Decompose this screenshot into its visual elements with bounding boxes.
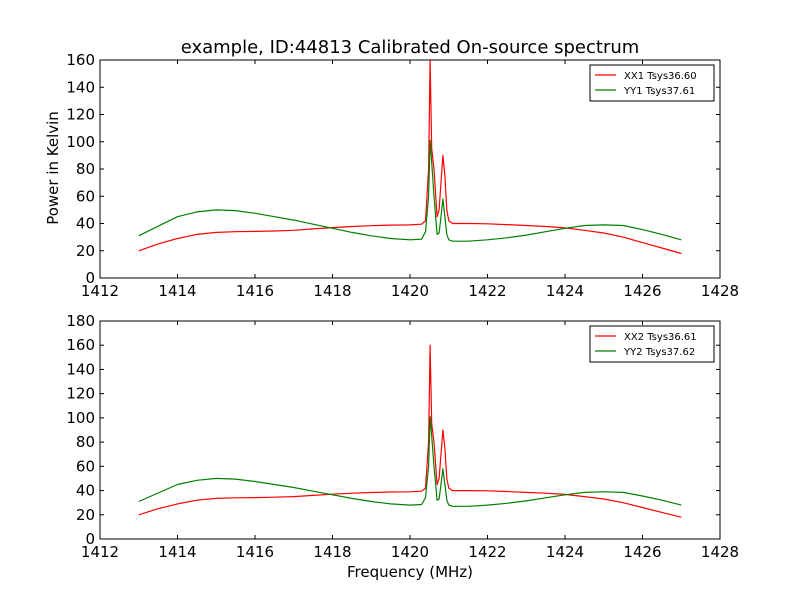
y-tick-label: 40: [76, 215, 95, 233]
legend-entry: YY1 Tsys37.61: [623, 86, 695, 97]
y-tick-label: 160: [66, 336, 95, 354]
x-tick-label: 1418: [313, 543, 351, 561]
legend-box: [589, 325, 715, 363]
y-tick-label: 20: [76, 242, 95, 260]
series-line-xx1: [138, 59, 682, 255]
y-tick-label: 140: [66, 78, 95, 96]
y-tick-label: 120: [66, 106, 95, 124]
y-tick-label: 20: [76, 506, 95, 524]
x-tick-label: 1428: [701, 282, 739, 300]
chart-title: example, ID:44813 Calibrated On-source s…: [181, 37, 640, 58]
x-tick-label: 1412: [81, 543, 119, 561]
x-tick-label: 1412: [81, 282, 119, 300]
legend-entry: XX1 Tsys36.60: [624, 71, 697, 82]
x-tick-label: 1418: [313, 282, 351, 300]
x-tick-label: 1426: [623, 543, 661, 561]
series-line-yy2: [138, 416, 682, 507]
y-axis-label: Power in Kelvin: [44, 111, 62, 225]
y-tick-label: 0: [85, 530, 95, 548]
legend: XX1 Tsys36.60 YY1 Tsys37.61: [589, 64, 715, 102]
y-tick-label: 80: [76, 433, 95, 451]
top-panel: 1412 1414 1416 1418 1420 1422 1424 1426 1428 0 20 4…: [66, 51, 739, 300]
x-tick-label: 1416: [236, 543, 274, 561]
y-tick-label: 100: [66, 409, 95, 427]
x-tick-label: 1424: [546, 282, 584, 300]
legend-box: [589, 64, 715, 102]
y-tick-label: 180: [66, 312, 95, 330]
y-tick-label: 0: [85, 269, 95, 287]
y-tick-label: 60: [76, 457, 95, 475]
y-tick-label: 60: [76, 187, 95, 205]
y-tick-label: 40: [76, 482, 95, 500]
legend-entry: YY2 Tsys37.62: [623, 347, 695, 358]
bottom-panel: 1412 1414 1416 1418 1420 1422 1424 1426 1428 0 20 4…: [66, 312, 739, 561]
y-tick-label: 100: [66, 133, 95, 151]
x-tick-label: 1414: [158, 543, 196, 561]
y-tick-label: 160: [66, 51, 95, 69]
x-tick-label: 1416: [236, 282, 274, 300]
x-tick-label: 1426: [623, 282, 661, 300]
legend-entry: XX2 Tsys36.61: [624, 332, 697, 343]
x-tick-label: 1420: [391, 543, 429, 561]
x-tick-label: 1414: [158, 282, 196, 300]
x-tick-label: 1424: [546, 543, 584, 561]
y-tick-label: 120: [66, 385, 95, 403]
x-tick-label: 1420: [391, 282, 429, 300]
legend: XX2 Tsys36.61 YY2 Tsys37.62: [589, 325, 715, 363]
y-tick-label: 140: [66, 360, 95, 378]
series-line-xx2: [138, 344, 682, 518]
x-tick-label: 1428: [701, 543, 739, 561]
x-axis-label: Frequency (MHz): [347, 563, 473, 581]
x-tick-label: 1422: [468, 543, 506, 561]
series-line-yy1: [138, 139, 682, 242]
y-tick-label: 80: [76, 160, 95, 178]
x-tick-label: 1422: [468, 282, 506, 300]
